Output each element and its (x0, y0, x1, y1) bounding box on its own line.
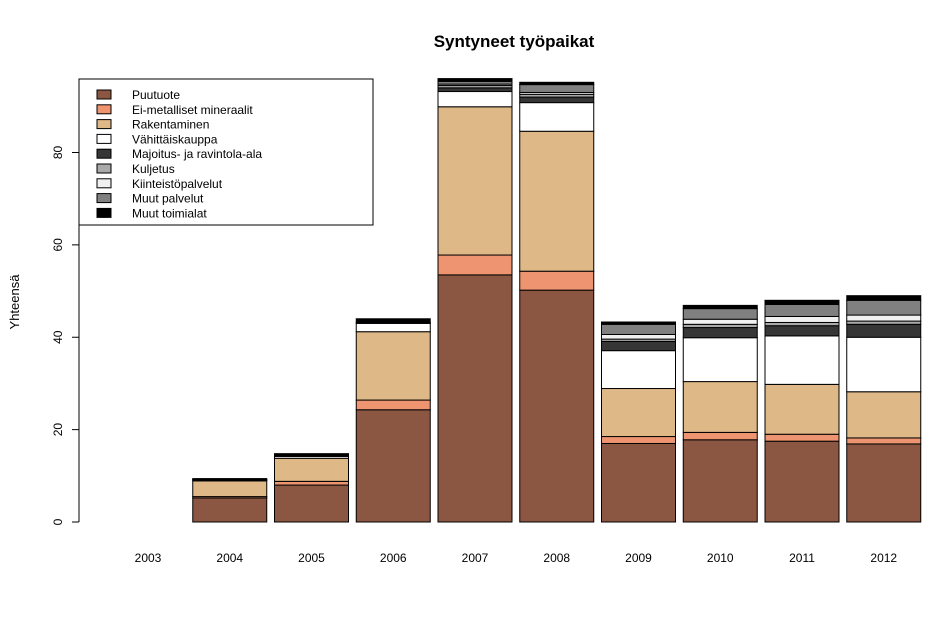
x-tick-labels: 2003 2004 2005 2006 2007 2008 2009 2010 2011 2012 (135, 551, 898, 565)
bar-segment (846, 323, 922, 338)
legend-swatch (96, 178, 112, 189)
bar-segment (519, 81, 595, 86)
legend-box (78, 78, 374, 226)
bar-segment (519, 289, 595, 523)
bar-segment (437, 254, 513, 276)
legend-entry: Puutuote (132, 88, 180, 102)
legend-entry: Muut palvelut (132, 192, 204, 206)
bar-segment (846, 437, 922, 445)
bar-segment (355, 318, 431, 323)
chart-title: Syntyneet työpaikat (434, 32, 595, 51)
bar-segment (355, 331, 431, 401)
bar-segment (355, 399, 431, 411)
bar-segment (682, 308, 758, 320)
bar-segment (764, 299, 840, 305)
legend-swatch (96, 133, 112, 144)
bars-group (192, 78, 922, 523)
bar-segment (682, 439, 758, 523)
bar-segment (764, 335, 840, 385)
y-tick-label: 0 (51, 518, 65, 525)
x-tick-label: 2008 (543, 551, 570, 565)
bar-segment (846, 299, 922, 316)
bar-segment (192, 480, 268, 498)
bar-segment (437, 87, 513, 93)
bar-segment (437, 274, 513, 523)
bar-segment (682, 318, 758, 325)
legend-swatch (96, 89, 112, 100)
bar-segment (682, 327, 758, 339)
bar-segment (846, 295, 922, 301)
bar-segment (682, 381, 758, 433)
bar-segment (355, 322, 431, 333)
legend-swatch (96, 148, 112, 159)
bar-segment (519, 270, 595, 291)
bar-segment (519, 84, 595, 93)
legend-entry: Vähittäiskauppa (132, 132, 218, 146)
x-tick-label: 2006 (380, 551, 407, 565)
bar-segment (437, 78, 513, 82)
bar-segment (682, 431, 758, 441)
legend-entry: Kiinteistöpalvelut (132, 177, 223, 191)
bar-segment (764, 303, 840, 317)
legend-swatch (96, 119, 112, 130)
bar-segment (192, 478, 268, 481)
x-tick-label: 2011 (789, 551, 815, 565)
bar-segment (682, 304, 758, 310)
bar-segment (519, 96, 595, 104)
bar-segment (846, 336, 922, 393)
bar-segment (274, 453, 349, 456)
legend-swatch (96, 163, 112, 174)
y-axis: 0 20 40 60 80 (51, 146, 80, 525)
bar-segment (437, 91, 513, 108)
x-tick-label: 2005 (298, 551, 325, 565)
bar-segment (846, 314, 922, 322)
x-tick-label: 2012 (870, 551, 897, 565)
legend-entry: Rakentaminen (132, 118, 209, 132)
y-tick-label: 40 (51, 330, 65, 344)
legend-swatch (96, 193, 112, 204)
bar-segment (846, 443, 922, 523)
legend-entry: Muut toimialat (132, 206, 207, 220)
bar-segment (764, 325, 840, 337)
bar-segment (437, 106, 513, 256)
y-tick-label: 80 (51, 146, 65, 160)
bar-segment (682, 337, 758, 383)
legend-swatch (96, 104, 112, 115)
bar-segment (764, 315, 840, 323)
bar-segment (846, 391, 922, 439)
bar-segment (601, 388, 676, 438)
bar-segment (355, 409, 431, 523)
x-tick-label: 2004 (216, 551, 243, 565)
bar-segment (601, 333, 676, 340)
bar-segment (764, 440, 840, 523)
bar-segment (764, 383, 840, 435)
y-axis-label: Yhteensä (7, 274, 22, 330)
bar-segment (519, 102, 595, 132)
x-tick-label: 2003 (135, 551, 162, 565)
bar-segment (601, 436, 676, 444)
bar-segment (601, 350, 676, 390)
legend-entry: Ei-metalliset mineraalit (132, 103, 253, 117)
y-tick-label: 20 (51, 423, 65, 437)
bar-segment (601, 321, 676, 325)
bar-segment (601, 340, 676, 352)
bar-segment (192, 497, 268, 523)
bar-segment (274, 457, 349, 482)
bar-segment (519, 130, 595, 272)
x-tick-label: 2009 (625, 551, 652, 565)
bar-segment (764, 433, 840, 442)
bar-segment (274, 480, 349, 486)
bar-segment (601, 442, 676, 523)
x-tick-label: 2010 (707, 551, 734, 565)
y-tick-label: 60 (51, 238, 65, 252)
bar-segment (274, 484, 349, 523)
legend-swatch (96, 207, 112, 218)
x-tick-label: 2007 (462, 551, 489, 565)
legend-entry: Majoitus- ja ravintola-ala (132, 147, 262, 161)
bar-segment (601, 323, 676, 335)
legend-entry: Kuljetus (132, 162, 175, 176)
